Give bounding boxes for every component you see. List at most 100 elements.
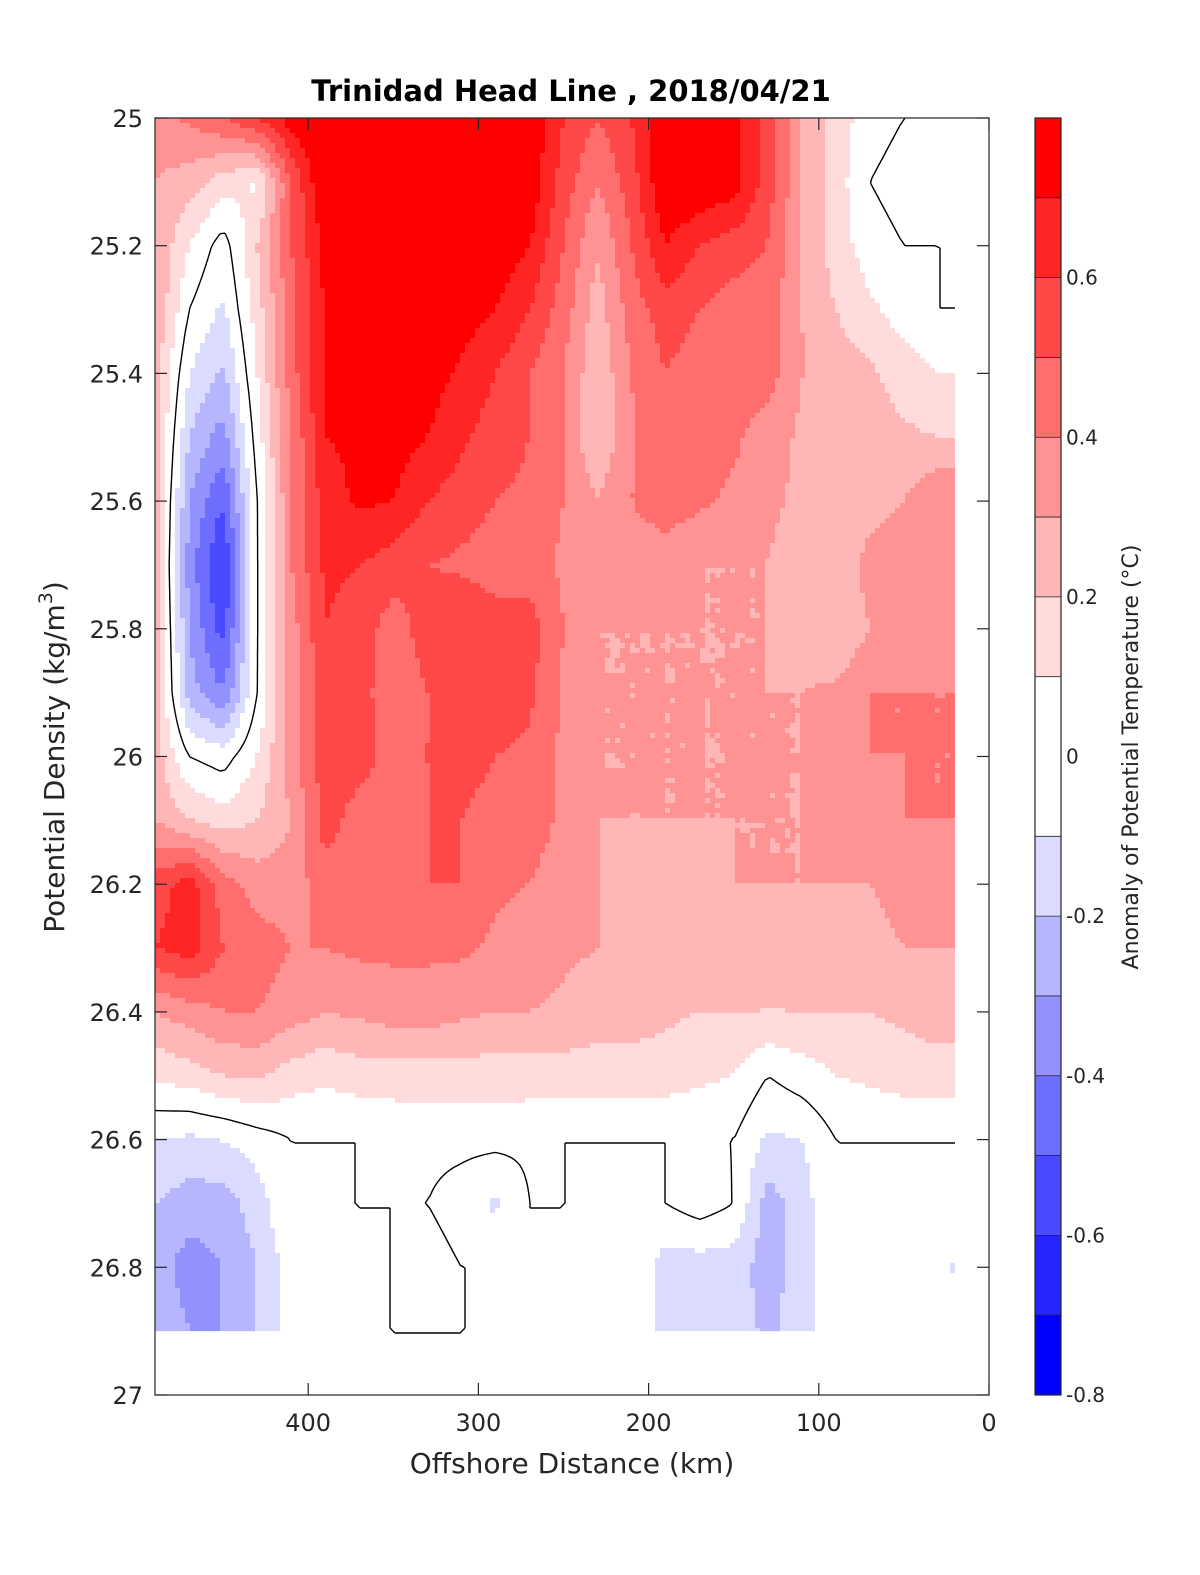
contour-cell — [220, 133, 226, 139]
contour-cell — [320, 198, 326, 204]
contour-cell — [920, 133, 926, 139]
contour-cell — [740, 208, 746, 214]
contour-cell — [475, 193, 481, 199]
contour-cell — [795, 238, 801, 244]
contour-cell — [405, 148, 411, 154]
contour-cell — [285, 173, 291, 179]
contour-cell — [625, 148, 631, 154]
contour-cell — [845, 138, 851, 144]
contour-cell — [180, 123, 186, 129]
contour-cell — [610, 203, 616, 209]
contour-cell — [755, 213, 761, 219]
contour-cell — [780, 203, 786, 209]
contour-cell — [455, 203, 461, 209]
contour-cell — [555, 153, 561, 159]
contour-cell — [670, 193, 676, 199]
contour-cell — [380, 218, 386, 224]
contour-cell — [745, 178, 751, 184]
contour-cell — [845, 188, 851, 194]
contour-cell — [720, 223, 726, 229]
contour-cell — [910, 213, 916, 219]
contour-cell — [870, 123, 876, 129]
contour-cell — [305, 138, 311, 144]
contour-cell — [900, 168, 906, 174]
contour-cell — [760, 168, 766, 174]
contour-cell — [760, 118, 766, 124]
contour-cell — [455, 158, 461, 164]
contour-cell — [540, 183, 546, 189]
contour-cell — [725, 118, 731, 124]
contour-cell — [785, 228, 791, 234]
contour-cell — [825, 228, 831, 234]
contour-cell — [160, 158, 166, 164]
contour-cell — [420, 193, 426, 199]
contour-cell — [820, 218, 826, 224]
contour-cell — [440, 138, 446, 144]
contour-cell — [405, 163, 411, 169]
contour-cell — [555, 168, 561, 174]
contour-cell — [220, 223, 226, 229]
contour-cell — [760, 123, 766, 129]
contour-cell — [925, 173, 931, 179]
contour-cell — [265, 233, 271, 239]
contour-cell — [405, 138, 411, 144]
contour-cell — [695, 153, 701, 159]
contour-cell — [325, 228, 331, 234]
contour-cell — [435, 193, 441, 199]
contour-cell — [370, 243, 376, 249]
contour-cell — [690, 163, 696, 169]
contour-cell — [260, 128, 266, 134]
contour-cell — [170, 228, 176, 234]
contour-cell — [860, 213, 866, 219]
contour-cell — [660, 243, 666, 249]
contour-cell — [525, 143, 531, 149]
contour-cell — [660, 173, 666, 179]
contour-cell — [710, 183, 716, 189]
contour-cell — [350, 188, 356, 194]
contour-cell — [915, 238, 921, 244]
contour-cell — [745, 193, 751, 199]
contour-cell — [330, 153, 336, 159]
contour-cell — [555, 163, 561, 169]
contour-cell — [520, 223, 526, 229]
contour-cell — [645, 183, 651, 189]
contour-cell — [650, 233, 656, 239]
contour-cell — [635, 228, 641, 234]
contour-cell — [470, 133, 476, 139]
contour-cell — [330, 193, 336, 199]
contour-cell — [685, 163, 691, 169]
contour-cell — [745, 213, 751, 219]
contour-cell — [210, 153, 216, 159]
contour-cell — [910, 123, 916, 129]
contour-cell — [225, 158, 231, 164]
contour-cell — [400, 223, 406, 229]
contour-cell — [215, 193, 221, 199]
contour-cell — [510, 128, 516, 134]
contour-cell — [305, 143, 311, 149]
contour-cell — [755, 153, 761, 159]
contour-cell — [355, 228, 361, 234]
contour-cell — [320, 148, 326, 154]
contour-cell — [355, 158, 361, 164]
contour-cell — [790, 203, 796, 209]
contour-cell — [455, 238, 461, 244]
contour-cell — [915, 173, 921, 179]
contour-cell — [285, 218, 291, 224]
contour-cell — [410, 153, 416, 159]
contour-cell — [540, 218, 546, 224]
contour-cell — [660, 238, 666, 244]
contour-cell — [925, 138, 931, 144]
contour-cell — [605, 218, 611, 224]
contour-cell — [545, 123, 551, 129]
contour-cell — [655, 183, 661, 189]
contour-cell — [770, 173, 776, 179]
contour-cell — [640, 133, 646, 139]
contour-cell — [545, 233, 551, 239]
contour-cell — [940, 228, 946, 234]
contour-cell — [495, 133, 501, 139]
contour-cell — [375, 168, 381, 174]
contour-cell — [325, 138, 331, 144]
contour-cell — [425, 148, 431, 154]
contour-cell — [390, 153, 396, 159]
contour-cell — [575, 238, 581, 244]
